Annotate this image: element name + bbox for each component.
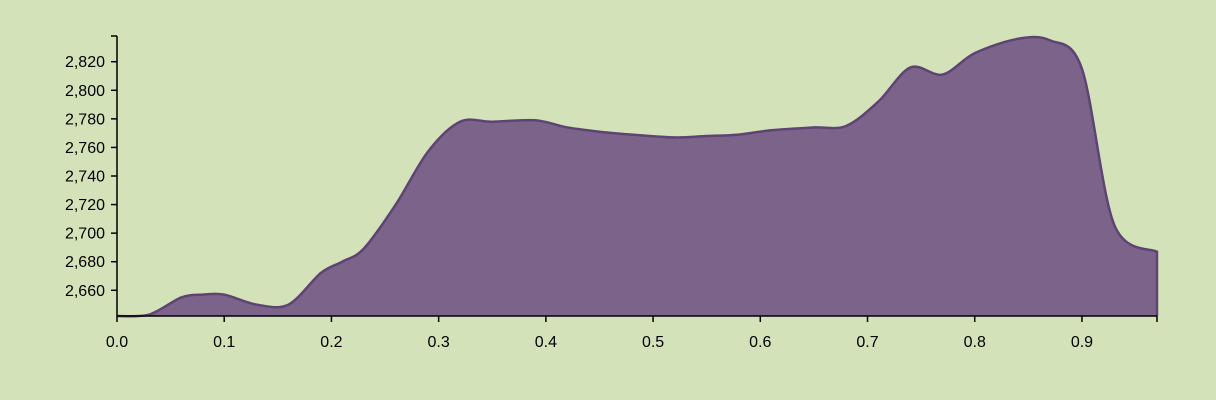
y-tick-label: 2,800 [65,83,105,100]
y-tick-label: 2,820 [65,54,105,71]
y-tick-label: 2,740 [65,169,105,186]
y-tick-label: 2,660 [65,283,105,300]
area-line [116,35,1159,318]
x-tick-label: 0.2 [320,334,342,351]
area-fill [117,36,1157,317]
x-tick-label: 0.0 [106,334,128,351]
x-tick-label: 0.3 [428,334,450,351]
x-tick-label: 0.1 [213,334,235,351]
y-tick-label: 2,680 [65,254,105,271]
y-tick-label: 2,760 [65,140,105,157]
x-axis: 0.0 0.1 0.2 0.3 0.4 0.5 0.6 0.7 0.8 0.9 [106,315,1158,351]
y-tick-label: 2,700 [65,226,105,243]
y-axis: 2,660 2,680 2,700 2,720 2,740 2,760 2,780 2,800… [65,35,118,316]
y-tick-label: 2,780 [65,111,105,128]
x-tick-label: 0.5 [642,334,664,351]
y-tick-label: 2,720 [65,197,105,214]
x-tick-label: 0.4 [535,334,557,351]
x-tick-label: 0.6 [749,334,771,351]
x-tick-label: 0.8 [964,334,986,351]
plot-area [116,35,1159,318]
x-tick-label: 0.7 [856,334,878,351]
x-tick-label: 0.9 [1071,334,1093,351]
